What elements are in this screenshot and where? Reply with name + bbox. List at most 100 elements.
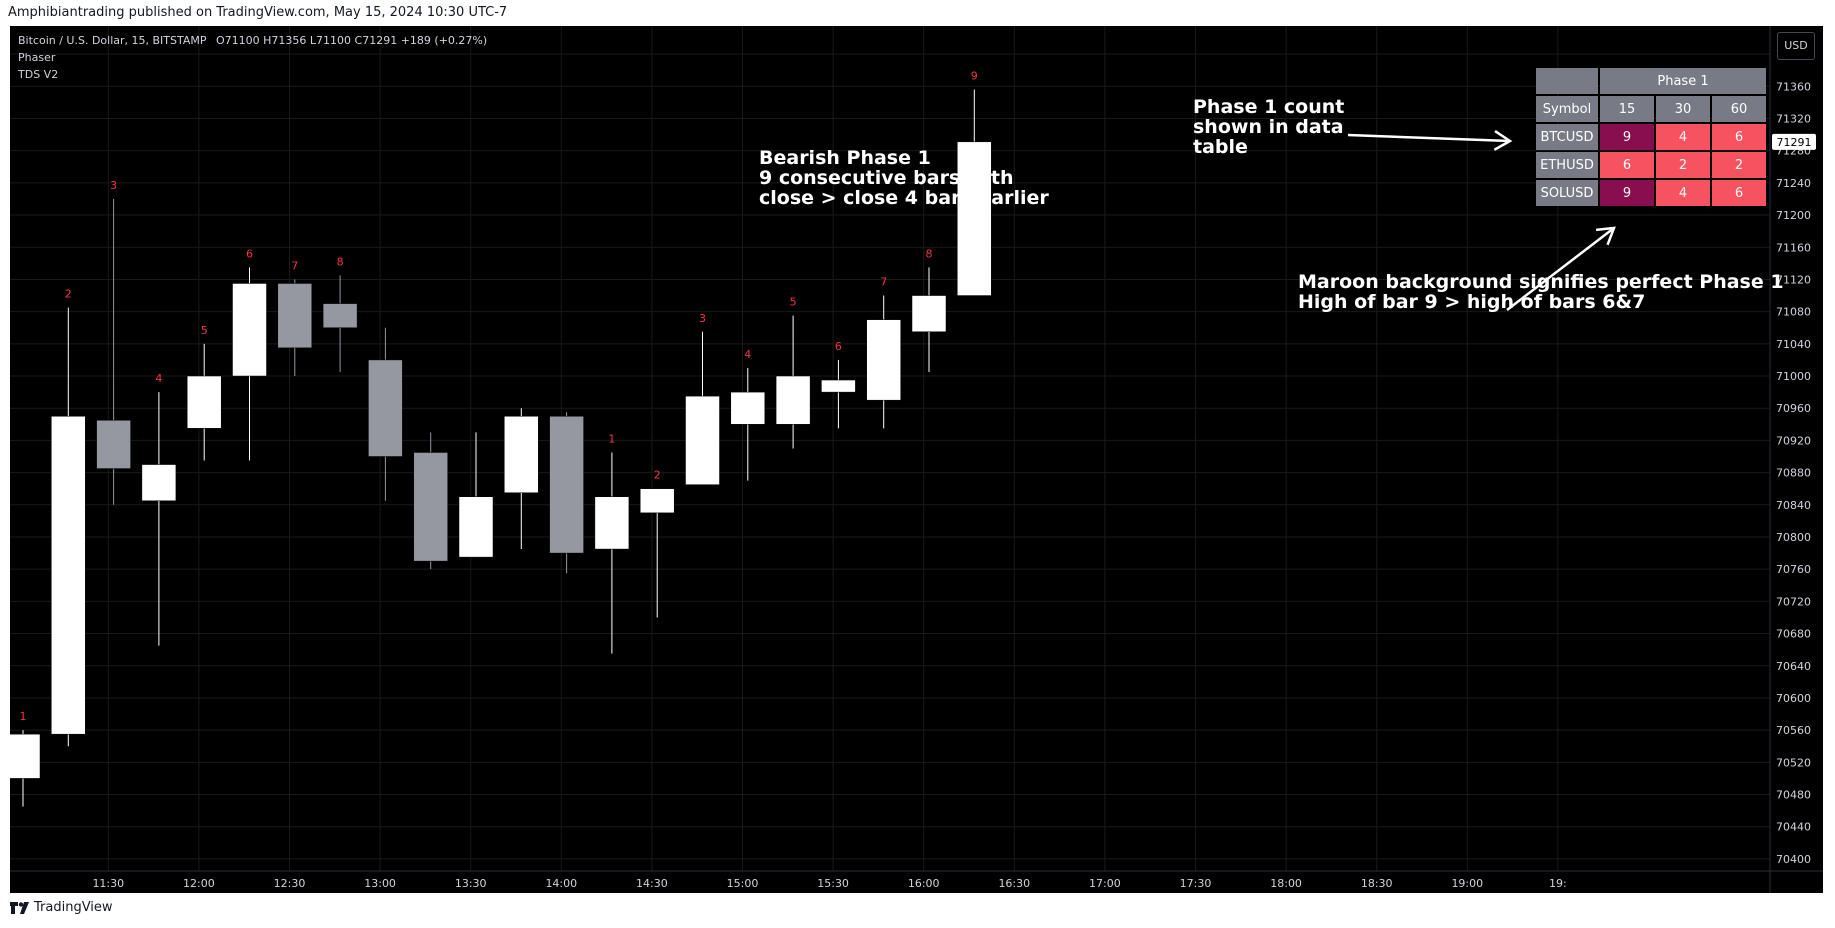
annotation-phase-count: Phase 1 count shown in data table — [1193, 96, 1345, 158]
chart-area[interactable]: 70400 70440 70480 70520 70560 70600 70640 70680… — [10, 26, 1823, 893]
y-tick-label: 71200 — [1776, 209, 1811, 222]
y-tick-label: 71320 — [1776, 112, 1811, 125]
currency-button[interactable]: USD — [1777, 32, 1815, 60]
last-price-tag — [1772, 133, 1816, 150]
x-tick-label: 13:30 — [455, 877, 487, 890]
x-tick-label: 18:00 — [1270, 877, 1302, 890]
phase-count-label: 8 — [337, 255, 344, 268]
y-tick-label: 71240 — [1776, 177, 1811, 190]
candle-body — [685, 395, 720, 485]
candle-body — [504, 416, 539, 493]
annotation-maroon-meaning: Maroon background signifies perfect Phas… — [1298, 271, 1784, 313]
phase-count-label: 5 — [201, 324, 208, 337]
phase-count-label: 7 — [880, 276, 887, 289]
phase-count-label: 4 — [744, 348, 751, 361]
y-tick-label: 70440 — [1776, 821, 1811, 834]
table-value-cell: 4 — [1656, 124, 1710, 150]
tradingview-logo-icon — [10, 901, 29, 914]
candle-body — [322, 303, 358, 328]
x-tick-label: 19: — [1549, 877, 1567, 890]
phase-count-label: 3 — [110, 179, 117, 192]
table-symbol-cell: BTCUSD — [1536, 124, 1598, 150]
candle-body — [96, 420, 131, 469]
y-tick-label: 71160 — [1776, 241, 1811, 254]
annotation-bearish-phase: Bearish Phase 1 9 consecutive bars with … — [759, 147, 1049, 209]
footer-brand: TradingView — [34, 900, 113, 915]
timeframe-header: 30 — [1656, 96, 1710, 122]
candle-body — [232, 283, 267, 377]
x-tick-label: 16:00 — [908, 877, 940, 890]
table-header-row: Phase 1 — [1536, 68, 1766, 94]
y-tick-label: 70880 — [1776, 467, 1811, 480]
candle-body — [911, 295, 947, 333]
phase-data-table: Phase 1 Symbol 15 30 60 BTCUSD 9 4 6 ETH… — [1534, 66, 1768, 208]
table-row: ETHUSD 6 2 2 — [1536, 152, 1766, 178]
y-tick-label: 70760 — [1776, 563, 1811, 576]
table-value-cell: 6 — [1712, 124, 1766, 150]
phase-count-label: 2 — [654, 469, 661, 482]
candle-body — [866, 319, 901, 401]
indicator-tds[interactable]: TDS V2 — [18, 68, 59, 81]
table-row: SOLUSD 9 4 6 — [1536, 180, 1766, 206]
indicator-phaser[interactable]: Phaser — [18, 51, 56, 64]
tradingview-footer[interactable]: TradingView — [10, 900, 113, 915]
candle-body — [186, 375, 222, 429]
candle-body — [957, 141, 992, 296]
candle-body — [413, 452, 448, 562]
candle-body — [775, 375, 811, 425]
x-tick-label: 15:30 — [817, 877, 849, 890]
y-tick-label: 70920 — [1776, 434, 1811, 447]
arrow-to-maroon-head — [1595, 226, 1616, 246]
table-value-cell: 9 — [1600, 124, 1654, 150]
y-tick-label: 70480 — [1776, 789, 1811, 802]
y-tick-label: 70720 — [1776, 595, 1811, 608]
timeframe-header: 15 — [1600, 96, 1654, 122]
x-tick-label: 17:30 — [1180, 877, 1212, 890]
phase-header: Phase 1 — [1600, 68, 1766, 94]
timeframe-header: 60 — [1712, 96, 1766, 122]
y-tick-label: 71080 — [1776, 306, 1811, 319]
y-tick-label: 70560 — [1776, 724, 1811, 737]
y-tick-label: 70800 — [1776, 531, 1811, 544]
table-value-cell: 9 — [1600, 180, 1654, 206]
x-tick-label: 16:30 — [998, 877, 1030, 890]
phase-count-label: 4 — [155, 372, 162, 385]
candle-body — [730, 391, 766, 425]
x-tick-label: 14:30 — [636, 877, 668, 890]
y-tick-label: 71360 — [1776, 80, 1811, 93]
y-tick-label: 71000 — [1776, 370, 1811, 383]
candle-body — [10, 733, 41, 779]
phase-count-label: 9 — [971, 70, 978, 83]
x-tick-label: 12:00 — [183, 877, 215, 890]
y-tick-label: 70840 — [1776, 499, 1811, 512]
candle-body — [368, 359, 403, 457]
symbol-label[interactable]: Bitcoin / U.S. Dollar, 15, BITSTAMP — [18, 34, 207, 47]
phase-count-label: 6 — [835, 340, 842, 353]
candlestick-chart[interactable]: 70400 70440 70480 70520 70560 70600 70640 70680… — [10, 26, 1823, 893]
table-symbol-cell: SOLUSD — [1536, 180, 1598, 206]
x-tick-label: 11:30 — [92, 877, 124, 890]
phase-count-label: 6 — [246, 247, 253, 260]
chart-legend: Bitcoin / U.S. Dollar, 15, BITSTAMP O711… — [18, 32, 487, 83]
table-row: BTCUSD 9 4 6 — [1536, 124, 1766, 150]
x-tick-label: 14:00 — [545, 877, 577, 890]
phase-count-label: 3 — [699, 312, 706, 325]
candle-body — [639, 488, 675, 514]
phase-count-label: 2 — [65, 288, 72, 301]
table-symbol-cell: ETHUSD — [1536, 152, 1598, 178]
x-tick-label: 12:30 — [274, 877, 306, 890]
arrow-to-table — [1347, 133, 1511, 143]
y-tick-label: 70640 — [1776, 660, 1811, 673]
phase-count-label: 5 — [790, 296, 797, 309]
x-tick-label: 19:00 — [1451, 877, 1483, 890]
candle-body — [51, 416, 86, 735]
candle-body — [277, 283, 313, 349]
y-tick-label: 70960 — [1776, 402, 1811, 415]
table-value-cell: 2 — [1656, 152, 1710, 178]
candle-body — [458, 496, 494, 558]
y-tick-label: 70520 — [1776, 756, 1811, 769]
table-value-cell: 2 — [1712, 152, 1766, 178]
arrow-to-table-head — [1493, 129, 1513, 151]
y-tick-label: 70680 — [1776, 628, 1811, 641]
table-corner-cell — [1536, 68, 1598, 94]
